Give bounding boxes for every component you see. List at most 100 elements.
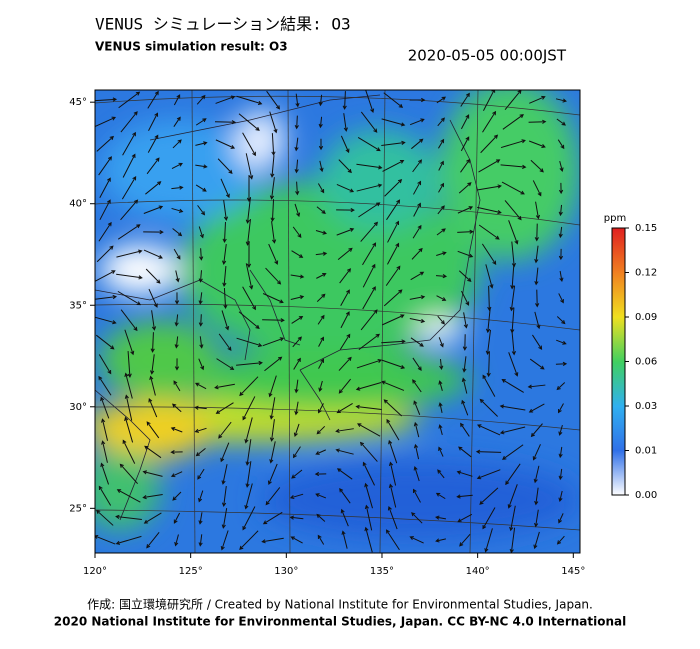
wind-arrow: [558, 182, 564, 195]
wind-arrow: [508, 352, 519, 377]
wind-arrow: [144, 445, 162, 459]
wind-arrow: [528, 403, 545, 413]
wind-arrow: [535, 201, 541, 220]
wind-arrow: [364, 526, 373, 553]
wind-arrow: [504, 200, 522, 221]
wind-arrow: [463, 312, 468, 329]
wind-arrow: [173, 116, 181, 127]
wind-arrow: [534, 311, 541, 330]
wind-arrow: [458, 270, 472, 282]
wind-arrow: [412, 357, 422, 371]
wind-arrow: [294, 137, 299, 152]
wind-arrow: [501, 181, 525, 195]
wind-arrow: [315, 449, 326, 455]
wind-arrow: [556, 118, 566, 126]
wind-arrow: [535, 289, 540, 308]
wind-arrow: [388, 439, 398, 464]
colorbar-tick-label: 0.01: [635, 446, 657, 457]
wind-arrow: [269, 111, 278, 134]
wind-arrow: [95, 97, 118, 102]
wind-arrow: [357, 137, 381, 152]
wind-arrow: [290, 295, 305, 300]
wind-arrow: [511, 329, 516, 356]
wind-arrow: [556, 382, 566, 391]
wind-arrow: [485, 329, 491, 356]
wind-arrow: [95, 334, 115, 350]
wind-arrow: [511, 241, 517, 268]
wind-arrow: [457, 229, 474, 234]
wind-arrow: [435, 538, 446, 543]
wind-arrow: [294, 401, 299, 416]
wind-arrow: [381, 140, 406, 146]
wind-arrow: [534, 509, 539, 528]
wind-arrow: [386, 199, 401, 221]
wind-arrow: [359, 441, 378, 462]
wind-arrow: [532, 334, 543, 350]
wind-arrow: [358, 333, 380, 351]
wind-arrow: [261, 537, 284, 544]
wind-arrow: [124, 329, 135, 356]
wind-arrow: [381, 118, 406, 127]
wind-arrow: [198, 226, 204, 239]
x-tick-label: 130°: [274, 566, 298, 577]
wind-arrow: [173, 512, 181, 524]
wind-arrow: [151, 310, 157, 331]
wind-arrow: [293, 357, 301, 370]
wind-arrow: [223, 287, 228, 310]
wind-arrow: [115, 514, 142, 520]
wind-arrow: [271, 133, 276, 156]
wind-arrow: [336, 183, 355, 193]
wind-arrow: [486, 351, 491, 378]
y-tick-label: 30°: [69, 402, 87, 413]
x-tick-label: 145°: [561, 566, 585, 577]
y-tick-label: 45°: [69, 97, 87, 108]
wind-arrow: [245, 461, 252, 488]
wind-arrow: [382, 314, 405, 326]
wind-arrow: [316, 293, 326, 302]
wind-arrow: [143, 249, 163, 259]
wind-arrow: [507, 484, 518, 509]
wind-arrow: [381, 359, 406, 369]
wind-arrow: [360, 309, 378, 331]
wind-arrow: [317, 314, 325, 325]
wind-arrow: [242, 396, 256, 421]
wind-arrow: [338, 159, 352, 174]
wind-arrow: [559, 160, 564, 172]
wind-arrow: [479, 398, 498, 417]
wind-arrow: [383, 92, 404, 108]
wind-arrow: [238, 113, 260, 131]
colorbar-tick-label: 0.06: [635, 357, 657, 368]
wind-arrow: [262, 293, 284, 304]
wind-arrow: [239, 530, 259, 550]
wind-arrow: [438, 380, 443, 391]
wind-arrow: [529, 95, 546, 104]
wind-arrow: [558, 204, 563, 217]
wind-arrow: [339, 487, 351, 504]
credit: 作成: 国立環境研究所 / Created by National Instit…: [87, 597, 593, 612]
x-tick-label: 135°: [370, 566, 394, 577]
wind-arrow: [460, 92, 470, 107]
wind-arrow: [119, 463, 138, 484]
wind-arrow: [222, 221, 227, 244]
wind-arrow: [148, 112, 159, 131]
wind-arrow: [146, 421, 160, 439]
wind-arrow: [199, 336, 204, 349]
wind-arrow: [364, 504, 373, 531]
concentration: [95, 90, 580, 540]
wind-arrow: [357, 423, 381, 437]
wind-arrow: [458, 182, 472, 194]
wind-arrow: [265, 267, 282, 285]
wind-arrow: [120, 111, 138, 133]
colorbar-tick-label: 0.03: [635, 401, 657, 412]
wind-arrow: [149, 375, 156, 396]
wind-arrow: [148, 288, 158, 308]
colorbar-tick-label: 0.12: [635, 268, 657, 279]
wind-arrow: [438, 182, 445, 193]
wind-arrow: [242, 132, 256, 157]
wind-arrow: [555, 361, 568, 367]
wind-arrow: [315, 251, 328, 256]
wind-arrow: [221, 508, 228, 529]
wind-arrow: [438, 424, 443, 435]
wind-arrow: [142, 470, 163, 477]
wind-arrow: [388, 461, 397, 486]
